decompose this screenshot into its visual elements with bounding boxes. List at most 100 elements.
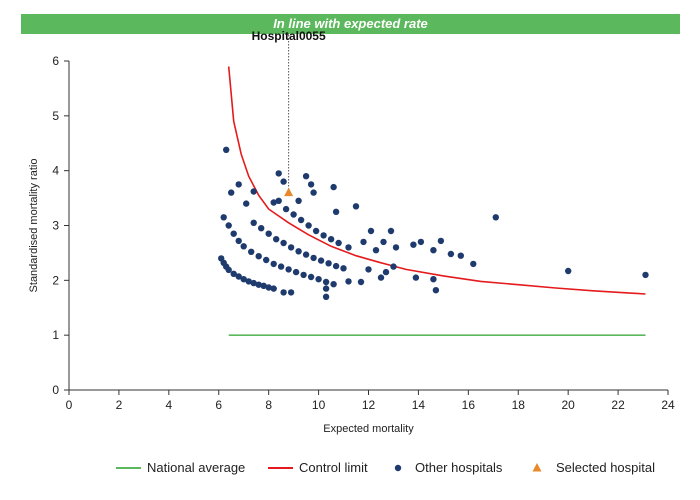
other-hospitals-point-35 xyxy=(273,236,280,243)
other-hospitals-point-49 xyxy=(305,222,312,229)
other-hospitals-point-66 xyxy=(310,189,317,196)
y-tick-label-1: 1 xyxy=(52,328,59,342)
other-hospitals-point-20 xyxy=(248,248,255,255)
other-hospitals-point-90 xyxy=(412,274,420,281)
other-hospitals-point-87 xyxy=(377,274,385,281)
legend-other-hospitals-label: Other hospitals xyxy=(415,460,503,475)
other-hospitals-point-48 xyxy=(297,216,305,224)
other-hospitals-point-8 xyxy=(250,279,257,287)
x-tick-label-3: 6 xyxy=(215,398,222,412)
other-hospitals-point-12 xyxy=(270,285,277,292)
other-hospitals-point-56 xyxy=(228,189,235,196)
other-hospitals-point-32 xyxy=(250,219,257,226)
legend-control-limit-label: Control limit xyxy=(299,460,368,475)
other-hospitals-point-92 xyxy=(432,287,440,294)
other-hospitals-point-33 xyxy=(258,225,265,232)
other-hospitals-point-68 xyxy=(332,208,340,215)
other-hospitals-point-67 xyxy=(330,183,337,191)
other-hospitals-point-40 xyxy=(310,254,317,262)
other-hospitals-point-26 xyxy=(292,268,300,276)
other-hospitals-point-15 xyxy=(220,214,227,221)
other-hospitals-point-95 xyxy=(345,278,352,285)
other-hospitals-point-10 xyxy=(260,282,267,289)
other-hospitals-point-31 xyxy=(330,281,337,288)
other-hospitals-point-41 xyxy=(317,257,325,264)
other-hospitals-point-59 xyxy=(250,188,257,195)
other-hospitals-point-6 xyxy=(240,276,247,283)
legend-other-hospitals-swatch xyxy=(394,464,402,472)
legend-selected-hospital-swatch xyxy=(532,463,542,472)
other-hospitals-point-84 xyxy=(372,247,380,254)
other-hospitals-point-27 xyxy=(300,271,307,279)
other-hospitals-point-9 xyxy=(255,281,262,288)
other-hospitals-point-91 xyxy=(430,276,437,283)
y-tick-label-3: 3 xyxy=(52,219,59,233)
other-hospitals-point-16 xyxy=(225,222,232,229)
other-hospitals-point-83 xyxy=(360,238,367,246)
status-banner: In line with expected rate xyxy=(21,14,680,34)
other-hospitals-point-57 xyxy=(235,181,242,188)
x-tick-label-5: 10 xyxy=(312,398,326,412)
other-hospitals-point-75 xyxy=(430,247,437,254)
other-hospitals-point-39 xyxy=(302,251,310,258)
other-hospitals-point-76 xyxy=(437,237,445,245)
other-hospitals-point-47 xyxy=(290,211,297,218)
other-hospitals-point-58 xyxy=(243,200,250,207)
legend-national-average-label: National average xyxy=(147,460,245,475)
other-hospitals-point-23 xyxy=(270,260,277,268)
other-hospitals-point-19 xyxy=(240,243,247,250)
other-hospitals-point-55 xyxy=(223,146,230,153)
x-tick-label-7: 14 xyxy=(412,398,426,412)
x-tick-label-12: 24 xyxy=(661,398,675,412)
other-hospitals-point-62 xyxy=(280,178,287,185)
other-hospitals-point-11 xyxy=(265,284,272,291)
x-axis-title: Expected mortality xyxy=(323,423,414,435)
other-hospitals-point-14 xyxy=(287,289,295,296)
other-hospitals-point-85 xyxy=(380,238,387,246)
x-tick-label-0: 0 xyxy=(66,398,73,412)
y-axis-title: Standardised mortality ratio xyxy=(28,159,40,293)
y-tick-label-6: 6 xyxy=(52,54,59,68)
other-hospitals-point-52 xyxy=(327,236,335,243)
other-hospitals-point-36 xyxy=(280,239,287,247)
other-hospitals-point-4 xyxy=(230,270,237,277)
other-hospitals-point-22 xyxy=(263,256,270,264)
other-hospitals-point-78 xyxy=(457,252,464,259)
other-hospitals-point-61 xyxy=(275,170,282,177)
other-hospitals-point-45 xyxy=(275,197,282,204)
other-hospitals-point-93 xyxy=(322,285,330,292)
y-tick-label-2: 2 xyxy=(52,273,59,287)
y-tick-label-5: 5 xyxy=(52,109,59,123)
x-tick-label-2: 4 xyxy=(165,398,172,412)
other-hospitals-point-18 xyxy=(235,237,242,245)
other-hospitals-point-51 xyxy=(320,232,327,239)
other-hospitals-point-79 xyxy=(470,260,477,268)
x-tick-label-6: 12 xyxy=(362,398,376,412)
other-hospitals-point-69 xyxy=(352,203,360,210)
other-hospitals-point-42 xyxy=(325,260,332,267)
other-hospitals-point-64 xyxy=(302,173,310,180)
other-hospitals-point-5 xyxy=(235,273,242,280)
other-hospitals-point-72 xyxy=(392,244,400,251)
x-tick-label-4: 8 xyxy=(265,398,272,412)
other-hospitals-point-77 xyxy=(447,250,455,258)
other-hospitals-point-60 xyxy=(270,199,277,206)
other-hospitals-point-88 xyxy=(382,268,390,276)
x-tick-label-8: 16 xyxy=(462,398,476,412)
other-hospitals-point-53 xyxy=(335,239,342,247)
other-hospitals-point-29 xyxy=(315,276,322,283)
other-hospitals-point-43 xyxy=(332,262,340,270)
other-hospitals-point-82 xyxy=(642,271,649,279)
x-tick-label-9: 18 xyxy=(512,398,526,412)
other-hospitals-point-65 xyxy=(307,181,315,188)
y-tick-label-0: 0 xyxy=(52,383,59,397)
other-hospitals-point-54 xyxy=(345,244,352,251)
other-hospitals-point-94 xyxy=(322,293,330,300)
other-hospitals-point-24 xyxy=(277,263,285,270)
other-hospitals-point-37 xyxy=(287,244,295,251)
x-tick-label-1: 2 xyxy=(116,398,123,412)
other-hospitals-point-13 xyxy=(280,289,287,296)
other-hospitals-point-74 xyxy=(417,238,425,246)
other-hospitals-point-50 xyxy=(312,227,320,235)
